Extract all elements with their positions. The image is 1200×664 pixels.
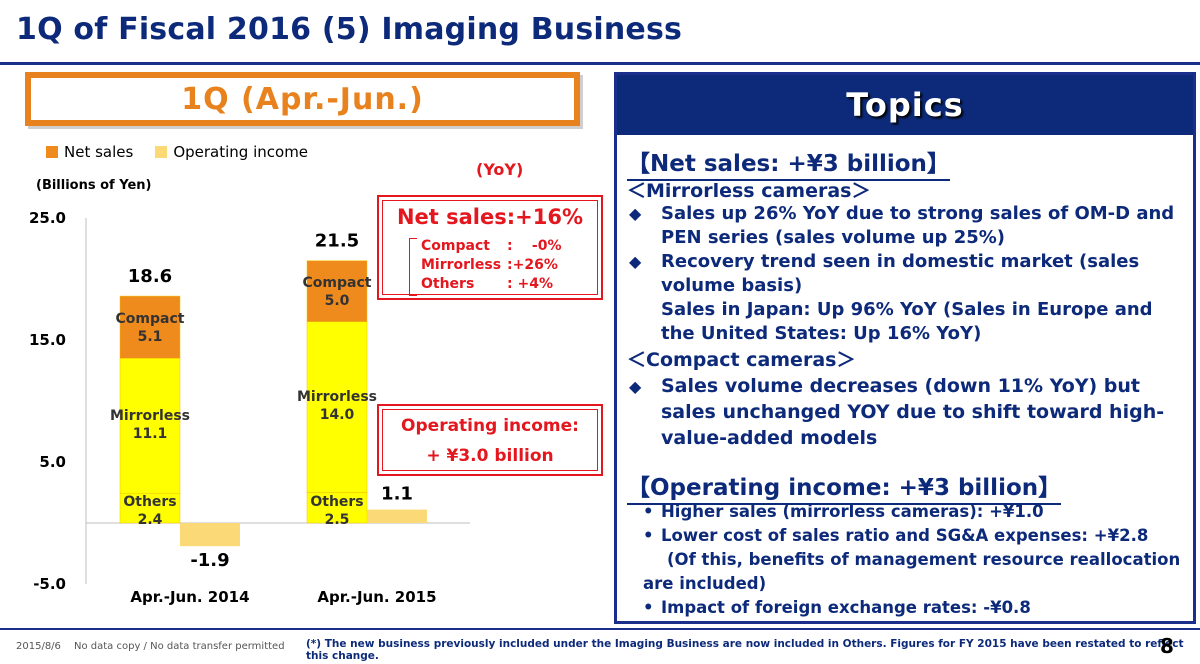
segment-label-name: Others (310, 494, 363, 510)
segment-label-value: 2.4 (138, 512, 163, 528)
op-point-2: Lower cost of sales ratio and SG&A expen… (661, 526, 1149, 545)
op-point-3: Impact of foreign exchange rates: -¥0.8 (661, 598, 1031, 617)
yoy-label: (YoY) (476, 160, 524, 179)
bar-segment-mirrorless (119, 358, 181, 494)
segment-label-value: 11.1 (133, 426, 168, 442)
period-banner: 1Q (Apr.-Jun.) (25, 72, 580, 126)
legend-label-operating-income: Operating income (173, 143, 309, 161)
row-sep: : (507, 257, 513, 273)
topics-panel: Topics 【Net sales: +¥3 billion】 ＜Mirrorl… (614, 72, 1196, 624)
net-sales-callout-head: Net sales:+16% (396, 205, 584, 229)
row-sep: : (507, 276, 513, 292)
operating-income-heading: 【Operating income: +¥3 billion】 (627, 468, 1062, 505)
operating-income-callout-inner-frame (382, 409, 598, 471)
title-divider (0, 62, 1200, 65)
mirrorless-point-2-detail: Sales in Japan: Up 96% YoY (Sales in Eur… (661, 299, 1153, 344)
operating-income-bar (367, 509, 427, 523)
net-sales-row-others: Others: +4% (421, 276, 561, 292)
net-sales-row-compact: Compact: -0% (421, 238, 561, 254)
unit-label: (Billions of Yen) (36, 178, 152, 193)
segment-label-name: Compact (116, 311, 185, 327)
row-value: +26% (512, 257, 558, 273)
x-category-label: Apr.-Jun. 2014 (130, 588, 249, 606)
mirrorless-point-1: Sales up 26% YoY due to strong sales of … (661, 203, 1175, 248)
row-name: Compact (421, 238, 490, 254)
net-sales-total-label: 21.5 (315, 231, 359, 252)
footer-date: 2015/8/6 (16, 641, 61, 652)
page-number: 8 (1160, 634, 1174, 658)
bullet-dot-icon: • (643, 526, 654, 545)
net-sales-callout-inner-frame (382, 200, 598, 295)
row-name: Others (421, 276, 475, 292)
x-category-label: Apr.-Jun. 2015 (317, 588, 436, 606)
compact-subheading: ＜Compact cameras＞ (627, 349, 856, 371)
segment-label-value: 5.1 (138, 329, 163, 345)
bar-segment-compact (119, 295, 181, 359)
row-value: +4% (517, 276, 553, 292)
legend-item-operating-income: Operating income (155, 143, 308, 161)
y-tick-label: 15.0 (29, 331, 66, 349)
footer-copyright: No data copy / No data transfer permitte… (74, 641, 285, 652)
bullet-dot-icon: • (643, 502, 654, 521)
segment-label-name: Mirrorless (297, 389, 377, 405)
net-sales-callout: Net sales:+16% Compact: -0% Mirrorless:+… (377, 195, 603, 300)
bullet-diamond-icon: ◆ (629, 252, 642, 271)
bullet-dot-icon: • (643, 598, 654, 617)
footer-divider (0, 628, 1200, 630)
segment-label-name: Mirrorless (110, 408, 190, 424)
imaging-bar-chart: 25.0 15.0 5.0 -5.0 Others 2.4 Mirrorless 11.1 Co… (29, 209, 470, 606)
net-sales-row-mirrorless: Mirrorless:+26% (421, 257, 558, 273)
operating-income-label: 1.1 (381, 484, 413, 505)
chart-legend: Net sales Operating income (46, 143, 308, 161)
net-sales-heading: 【Net sales: +¥3 billion】 (627, 144, 950, 181)
row-sep: : (507, 238, 513, 254)
bullet-diamond-icon: ◆ (629, 204, 642, 223)
legend-item-net-sales: Net sales (46, 143, 133, 161)
segment-label-value: 5.0 (325, 293, 350, 309)
net-sales-total-label: 18.6 (128, 266, 172, 287)
y-tick-label: -5.0 (33, 575, 66, 593)
legend-swatch-operating-income (155, 146, 168, 158)
bar-segment-others (306, 492, 368, 524)
operating-income-callout-line2: + ¥3.0 billion (426, 446, 554, 466)
operating-income-callout-line1: Operating income: (401, 416, 579, 436)
footer-note: (*) The new business previously included… (306, 638, 1184, 662)
segment-label-value: 2.5 (325, 512, 350, 528)
y-tick-label: 5.0 (39, 453, 66, 471)
segment-label-value: 14.0 (320, 407, 355, 423)
mirrorless-point-2: Recovery trend seen in domestic market (… (661, 251, 1140, 296)
operating-income-label: -1.9 (190, 550, 229, 571)
row-name: Mirrorless (421, 257, 502, 273)
segment-label-name: Compact (303, 275, 372, 291)
compact-point-1: Sales volume decreases (down 11% YoY) bu… (661, 375, 1165, 449)
operating-income-bar (180, 523, 240, 547)
page-title: 1Q of Fiscal 2016 (5) Imaging Business (16, 12, 683, 47)
legend-swatch-net-sales (46, 146, 58, 158)
bar-segment-compact (306, 260, 368, 322)
period-label: 1Q (Apr.-Jun.) (181, 81, 424, 117)
topics-header: Topics (617, 75, 1193, 135)
segment-label-name: Others (123, 494, 176, 510)
topics-header-label: Topics (846, 86, 964, 124)
mirrorless-subheading: ＜Mirrorless cameras＞ (627, 180, 871, 202)
bar-segment-mirrorless (306, 321, 368, 493)
bullet-diamond-icon: ◆ (629, 377, 642, 396)
y-tick-label: 25.0 (29, 209, 66, 227)
net-sales-callout-bracket (409, 238, 417, 296)
op-point-2-detail: (Of this, benefits of management resourc… (643, 550, 1181, 593)
legend-label-net-sales: Net sales (64, 143, 134, 161)
row-value: -0% (531, 238, 562, 254)
op-point-1: Higher sales (mirrorless cameras): +¥1.0 (661, 502, 1044, 521)
operating-income-callout: Operating income: + ¥3.0 billion (377, 404, 603, 476)
